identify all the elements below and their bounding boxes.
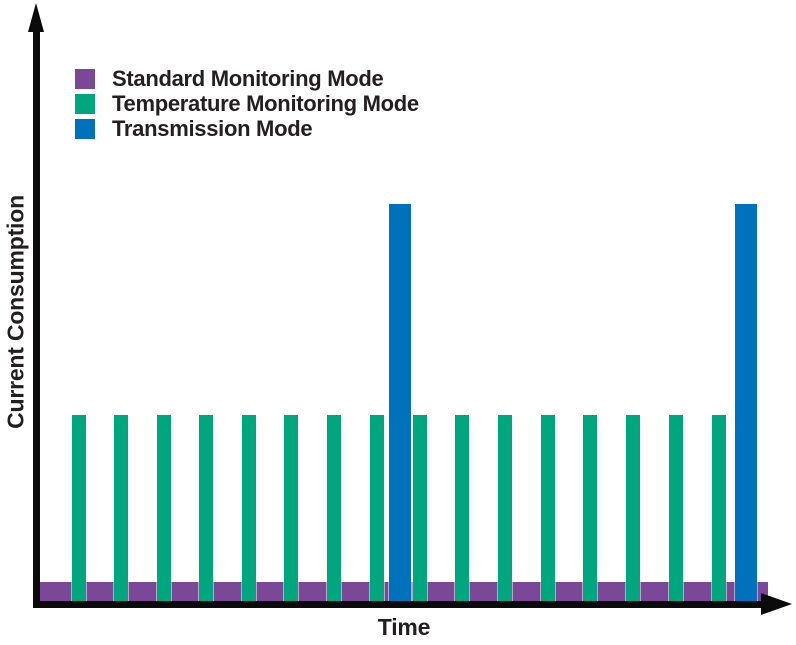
pulse-temperature-monitoring-mode (412, 414, 427, 602)
legend-item-transmission-mode: Transmission Mode (75, 116, 419, 141)
pulse-temperature-monitoring-mode (327, 414, 342, 602)
legend-label: Temperature Monitoring Mode (112, 90, 419, 116)
x-axis-line (33, 601, 765, 608)
legend-swatch-icon (75, 118, 95, 139)
y-axis-arrowhead-icon (28, 3, 44, 32)
pulse-transmission-mode (388, 204, 411, 602)
pulse-temperature-monitoring-mode (455, 414, 470, 602)
pulse-temperature-monitoring-mode (156, 414, 171, 602)
pulse-temperature-monitoring-mode (540, 414, 555, 602)
pulse-temperature-monitoring-mode (199, 414, 214, 602)
pulse-temperature-monitoring-mode (498, 414, 513, 602)
pulse-temperature-monitoring-mode (668, 414, 683, 602)
legend-label: Transmission Mode (112, 115, 313, 141)
pulse-temperature-monitoring-mode (370, 414, 385, 602)
pulse-temperature-monitoring-mode (71, 414, 86, 602)
legend-item-standard-monitoring-mode: Standard Monitoring Mode (75, 66, 419, 91)
x-axis-label: Time (377, 614, 431, 640)
legend-swatch-icon (75, 68, 95, 89)
plot-area (40, 204, 768, 602)
legend-label: Standard Monitoring Mode (112, 65, 384, 91)
y-axis-line (33, 20, 40, 608)
pulse-temperature-monitoring-mode (626, 414, 641, 602)
pulse-temperature-monitoring-mode (583, 414, 598, 602)
pulse-temperature-monitoring-mode (114, 414, 129, 602)
y-axis-label: Current Consumption (2, 195, 29, 429)
pulse-transmission-mode (735, 204, 757, 602)
legend-swatch-icon (75, 93, 95, 114)
legend-item-temperature-monitoring-mode: Temperature Monitoring Mode (75, 91, 419, 116)
x-axis-arrowhead-icon (761, 593, 792, 615)
pulse-temperature-monitoring-mode (242, 414, 257, 602)
legend: Standard Monitoring Mode Temperature Moni… (75, 66, 419, 141)
pulse-temperature-monitoring-mode (711, 414, 726, 602)
pulse-temperature-monitoring-mode (284, 414, 299, 602)
